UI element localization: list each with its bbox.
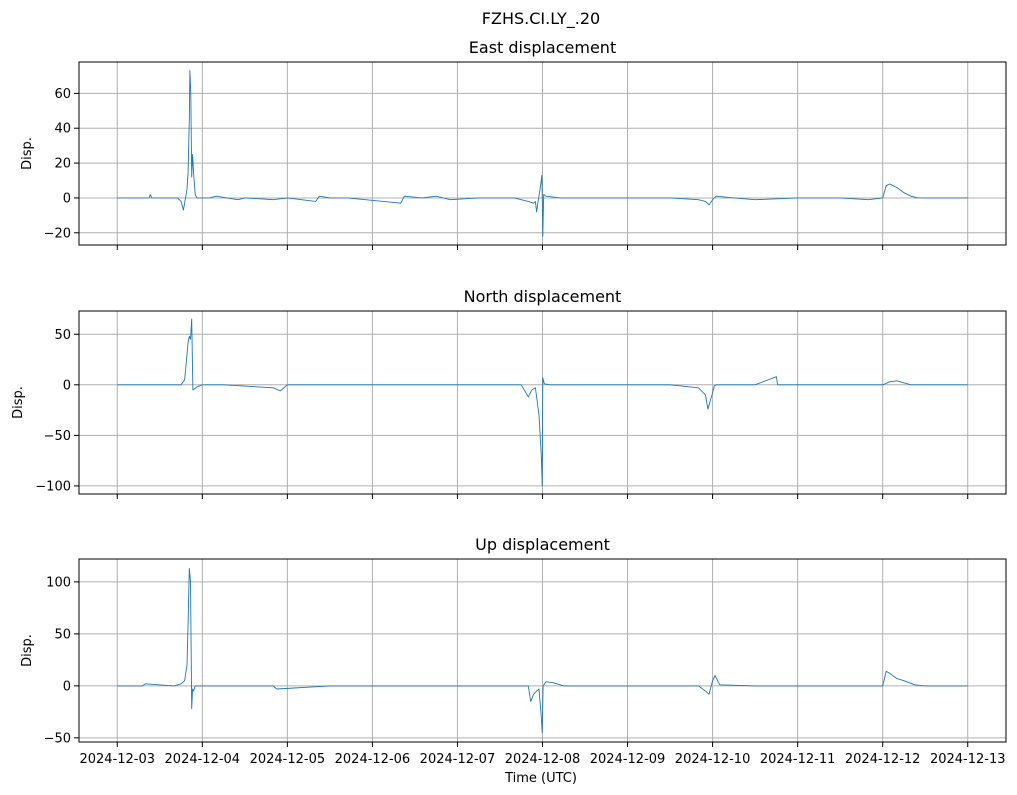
y-tick-label: 0: [63, 378, 71, 393]
panel-2: 2024-12-03 2024-12-04 2024-12-05 2024-12-06…: [20, 535, 1007, 767]
y-axis-label: Disp.: [11, 386, 26, 419]
y-tick-label: −50: [44, 731, 71, 746]
y-tick-label: 100: [46, 575, 71, 590]
y-tick-label: 0: [63, 679, 71, 694]
plot-frame: [78, 310, 1007, 495]
y-tick-label: 50: [54, 328, 71, 343]
panel-title: North displacement: [464, 287, 622, 306]
x-tick-label: 2024-12-06: [335, 752, 411, 767]
y-tick-label: 50: [54, 627, 71, 642]
x-tick-label: 2024-12-10: [675, 752, 751, 767]
x-tick-label: 2024-12-12: [845, 752, 921, 767]
y-tick-label: 60: [54, 87, 71, 102]
series-line: [117, 567, 968, 734]
y-axis-label: Disp.: [20, 137, 35, 170]
series-line: [117, 318, 968, 487]
x-tick-label: 2024-12-04: [165, 752, 241, 767]
figure-suptitle: FZHS.CI.LY_.20: [482, 9, 600, 29]
x-tick-label: 2024-12-05: [250, 752, 326, 767]
y-axis-label: Disp.: [20, 634, 35, 667]
plot-frame: [78, 61, 1007, 246]
x-tick-label: 2024-12-08: [505, 752, 581, 767]
panel-1: −100 −50 0 50 North displacement Disp.: [11, 287, 1007, 499]
x-tick-label: 2024-12-11: [760, 752, 836, 767]
x-tick-label: 2024-12-03: [79, 752, 155, 767]
y-tick-label: −50: [44, 429, 71, 444]
panel-title: Up displacement: [475, 535, 610, 554]
y-tick-label: −20: [44, 226, 71, 241]
y-tick-label: 0: [63, 191, 71, 206]
x-tick-label: 2024-12-13: [930, 752, 1006, 767]
y-tick-label: 20: [54, 157, 71, 172]
panels: −20 0 20 40 60 East displacement Disp. −100 −50 0…: [11, 38, 1007, 767]
plot-frame: [78, 558, 1007, 743]
x-tick-label: 2024-12-07: [420, 752, 496, 767]
panel-title: East displacement: [469, 38, 616, 57]
panel-0: −20 0 20 40 60 East displacement Disp.: [20, 38, 1007, 250]
y-tick-label: 40: [54, 122, 71, 137]
x-tick-label: 2024-12-09: [590, 752, 666, 767]
x-axis-label: Time (UTC): [504, 771, 577, 786]
y-tick-label: −100: [35, 479, 71, 494]
series-line: [117, 70, 968, 237]
